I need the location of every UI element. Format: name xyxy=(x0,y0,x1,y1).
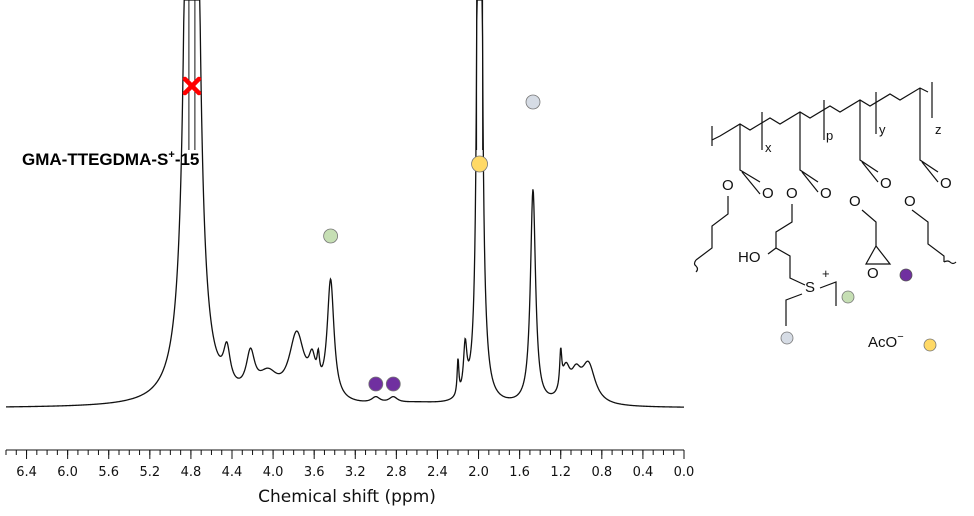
unit-p-chain xyxy=(775,204,806,286)
x-tick-label: 0.4 xyxy=(633,465,654,480)
unit-x-bonds xyxy=(739,124,761,183)
unit-p-O-ester: O xyxy=(786,185,798,202)
unit-x-O-ester: O xyxy=(722,177,734,194)
unit-y-bonds xyxy=(859,100,879,173)
unit-p-bonds xyxy=(799,112,819,183)
nmr-spectrum xyxy=(5,0,685,408)
unit-y-carbonyl xyxy=(861,161,879,183)
unit-p-HO: HO xyxy=(738,249,761,266)
x-tick-label: 2.8 xyxy=(386,465,407,480)
blue-circle-marker xyxy=(525,94,541,110)
red-cross-marker xyxy=(182,76,202,96)
unit-x-O-carbonyl: O xyxy=(762,185,774,202)
purple-circle-marker xyxy=(368,376,384,392)
sample-label: GMA-TTEGDMA-S+-15 xyxy=(22,149,199,169)
subscript-x: x xyxy=(765,140,772,155)
counterion-label: AcO− xyxy=(868,331,904,351)
unit-y-O-ester: O xyxy=(849,193,861,210)
sulfonium-methyl-bonds xyxy=(819,281,837,306)
unit-z-bonds xyxy=(919,88,939,173)
x-tick-label: 6.0 xyxy=(57,465,78,480)
chemical-structure: x p y z O O O O HO S + O O O O O xyxy=(693,82,957,352)
x-tick-label: 4.4 xyxy=(222,465,243,480)
sulfonium-ethyl-bonds xyxy=(785,293,803,326)
structure-purple-circle xyxy=(899,268,913,282)
spectrum-line xyxy=(5,0,685,408)
x-tick-label: 3.2 xyxy=(345,465,366,480)
unit-z-carbonyl xyxy=(921,161,939,183)
yellow-circle-marker xyxy=(471,155,488,173)
x-tick-label: 1.6 xyxy=(509,465,530,480)
subscript-z: z xyxy=(935,122,942,137)
x-axis: 6.4 6.0 5.6 5.2 4.8 4.4 4.0 3.6 3.2 2.8 2.4 2.0 1.6 1… xyxy=(5,449,695,507)
green-circle-marker xyxy=(323,228,339,244)
subscript-p: p xyxy=(826,128,833,143)
unit-z-chain xyxy=(911,209,945,262)
unit-y-chain xyxy=(861,209,877,246)
peak-markers xyxy=(182,76,541,392)
x-tick-label: 3.6 xyxy=(304,465,325,480)
spectrum-line-edge xyxy=(188,0,484,150)
structure-green-circle xyxy=(841,290,855,304)
backbone-bonds xyxy=(711,87,929,141)
structure-blue-circle xyxy=(780,331,794,345)
subscript-y: y xyxy=(879,122,886,137)
x-tick-label: 5.6 xyxy=(98,465,119,480)
x-tick-label: 1.2 xyxy=(550,465,571,480)
structure-yellow-circle xyxy=(923,338,937,352)
x-tick-label: 6.4 xyxy=(16,465,37,480)
sulfonium-S: S xyxy=(805,279,815,296)
x-tick-label: 5.2 xyxy=(139,465,160,480)
x-ticks: 6.4 6.0 5.6 5.2 4.8 4.4 4.0 3.6 3.2 2.8 2.4 2.0 1.6 1… xyxy=(5,450,695,480)
x-axis-label: Chemical shift (ppm) xyxy=(258,487,436,507)
unit-p-O-carbonyl: O xyxy=(820,185,832,202)
x-tick-label: 0.8 xyxy=(591,465,612,480)
unit-p-oh-bond xyxy=(767,247,777,255)
unit-z-O-carbonyl: O xyxy=(940,175,952,192)
unit-x-chain xyxy=(695,196,729,261)
unit-z-wavy xyxy=(943,260,957,265)
unit-y-O-carbonyl: O xyxy=(880,175,892,192)
epoxide-O: O xyxy=(867,265,879,282)
x-tick-label: 2.4 xyxy=(427,465,448,480)
unit-p-carbonyl xyxy=(801,171,819,193)
purple-circle-marker xyxy=(385,376,401,392)
sulfonium-plus: + xyxy=(822,266,830,281)
x-tick-label: 4.8 xyxy=(181,465,202,480)
epoxide-ring xyxy=(864,245,892,265)
unit-x-wavy xyxy=(693,259,699,273)
unit-x-carbonyl xyxy=(741,171,761,195)
unit-z-O-ester: O xyxy=(904,193,916,210)
x-tick-label: 2.0 xyxy=(468,465,489,480)
x-tick-label: 0.0 xyxy=(674,465,695,480)
x-tick-label: 4.0 xyxy=(263,465,284,480)
